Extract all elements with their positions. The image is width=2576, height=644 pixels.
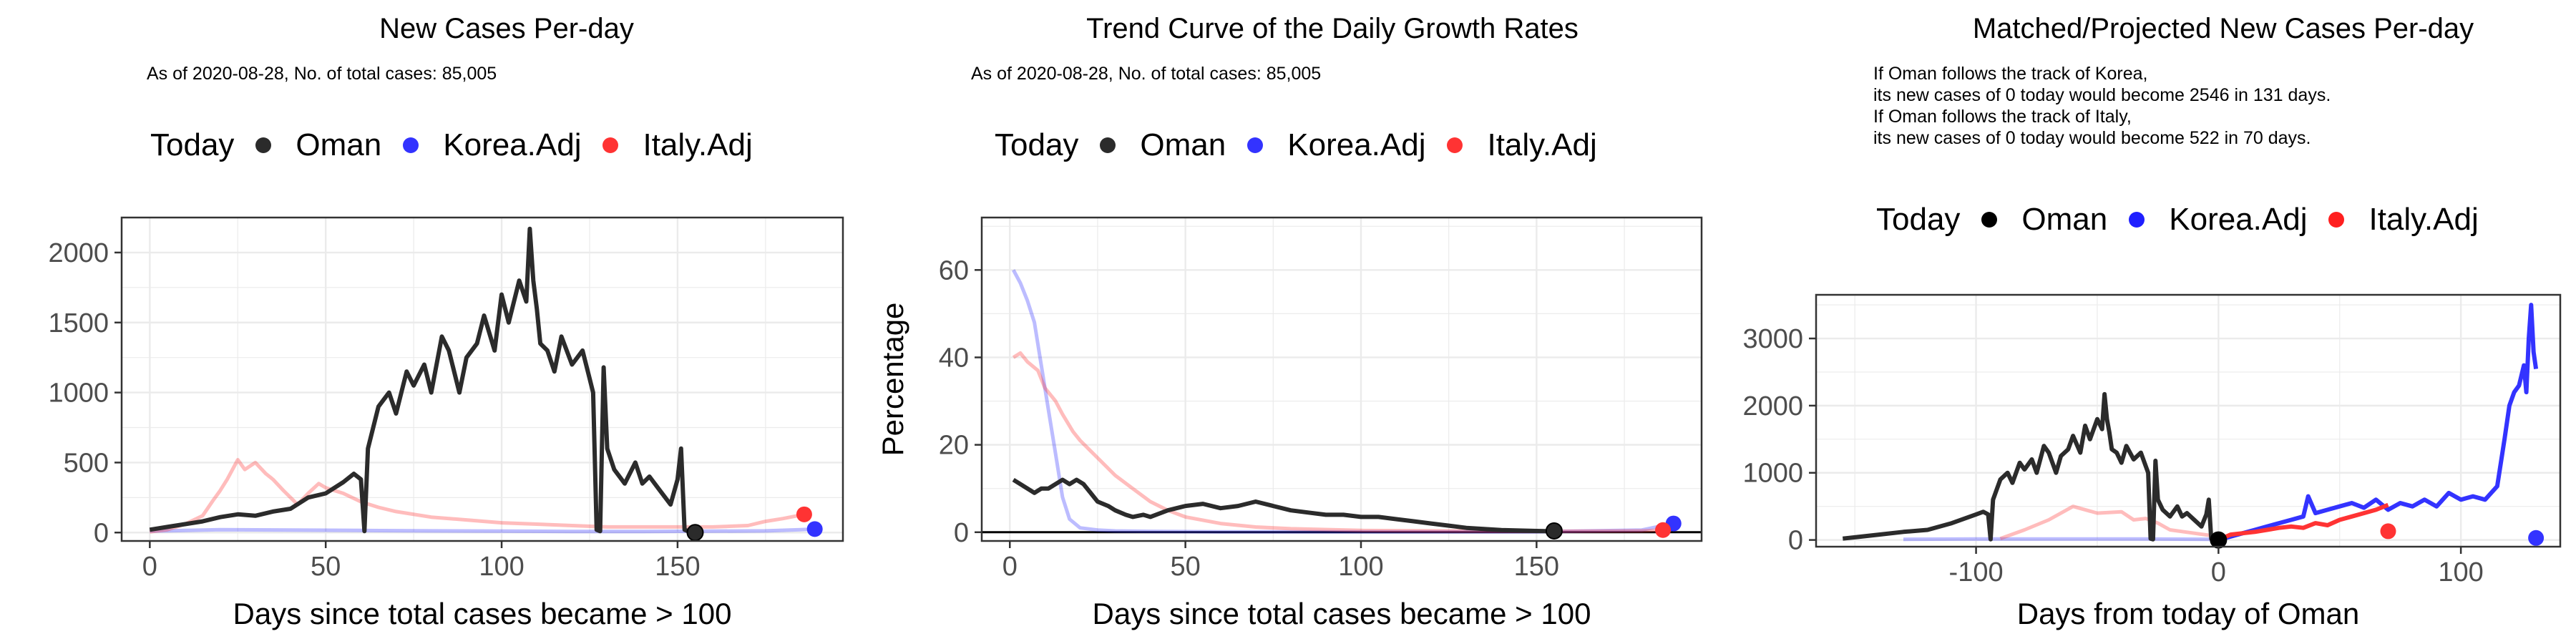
series-line-italy-adj-reference: [1999, 504, 2219, 541]
plot-border: [1815, 293, 2562, 548]
legend-label-italy: Italy.Adj: [643, 127, 753, 162]
series-line-italy-adj-projected: [2218, 502, 2389, 542]
chart-subtitle-line-3: If Oman follows the track of Italy,: [1873, 107, 2132, 127]
legend-label-oman: Oman: [1140, 127, 1226, 162]
series-line-korea-adj-reference: [150, 527, 815, 534]
chart-plot: 0 50 100 150 0 20 40 60 Days since total cases b…: [876, 216, 1703, 630]
y-tick-label: 0: [94, 518, 109, 548]
legend-key-korea: [1247, 137, 1264, 153]
chart-legend: Today Oman Korea.Adj Italy.Adj: [150, 127, 753, 163]
x-tick-label: 50: [311, 552, 341, 582]
y-tick-label: 1000: [1742, 459, 1803, 489]
legend-label-korea: Korea.Adj: [2169, 202, 2308, 237]
x-tick-label: 150: [655, 552, 700, 582]
legend-key-oman: [1100, 137, 1116, 153]
series-line-oman: [149, 226, 696, 535]
today-point-korea-adj: [2528, 530, 2545, 546]
today-point-italy-adj: [2380, 523, 2396, 540]
plot-background: [1816, 295, 2560, 547]
legend-title: Today: [1876, 202, 1961, 237]
y-tick-label: 0: [1788, 526, 1803, 556]
legend-label-italy: Italy.Adj: [2368, 202, 2479, 237]
chart-subtitle-line-2: its new cases of 0 today would become 25…: [1873, 85, 2331, 105]
y-tick-label: 0: [954, 518, 969, 548]
legend-key-italy: [1447, 137, 1463, 153]
today-point-korea-adj: [806, 521, 823, 537]
plot-background: [122, 218, 843, 541]
series-line-oman: [1012, 477, 1554, 534]
plot-background: [982, 218, 1702, 541]
legend-key-italy: [602, 137, 619, 153]
today-point-italy-adj: [1655, 522, 1672, 538]
chart-subtitle: As of 2020-08-28, No. of total cases: 85…: [971, 64, 1322, 84]
x-tick-label: 0: [2211, 557, 2226, 587]
legend-label-oman: Oman: [296, 127, 382, 162]
today-point-oman: [2210, 531, 2228, 549]
series-line-korea-adj-projected: [2218, 303, 2539, 542]
x-tick-label: 100: [479, 552, 524, 582]
y-tick-label: 1000: [48, 379, 109, 409]
y-tick-label: 3000: [1742, 324, 1803, 354]
y-tick-label: 60: [939, 255, 969, 286]
legend-key-oman: [255, 137, 272, 153]
y-tick-label: 2000: [48, 238, 109, 268]
today-point-oman: [686, 524, 704, 542]
x-axis-label: Days from today of Oman: [2017, 597, 2360, 630]
legend-title: Today: [150, 127, 235, 162]
x-axis-label: Days since total cases became > 100: [1093, 597, 1591, 630]
series-line-italy-adj-reference: [1012, 351, 1664, 534]
x-tick-label: 100: [2438, 557, 2483, 587]
y-tick-label: 40: [939, 343, 969, 373]
legend-key-korea: [403, 137, 419, 153]
legend-label-italy: Italy.Adj: [1487, 127, 1597, 162]
chart-title: Matched/Projected New Cases Per-day: [1972, 13, 2474, 44]
chart-legend: Today Oman Korea.Adj Italy.Adj: [1876, 202, 2479, 238]
legend-label-korea: Korea.Adj: [443, 127, 582, 162]
legend-key-korea: [2129, 212, 2145, 228]
x-tick-label: 100: [1338, 552, 1383, 582]
chart-subtitle-line-4: its new cases of 0 today would become 52…: [1873, 128, 2311, 148]
chart-legend: Today Oman Korea.Adj Italy.Adj: [995, 127, 1597, 163]
y-tick-label: 500: [64, 448, 109, 478]
x-tick-label: 0: [1002, 552, 1018, 582]
x-tick-label: 50: [1170, 552, 1200, 582]
legend-label-oman: Oman: [2021, 202, 2108, 237]
x-tick-label: -100: [1949, 557, 2004, 587]
x-axis-label: Days since total cases became > 100: [233, 597, 732, 630]
chart-panel-projected: Matched/Projected New Cases Per-day If O…: [1717, 0, 2576, 644]
plot-border: [980, 216, 1703, 542]
chart-panel-growth-rates: Trend Curve of the Daily Growth Rates As…: [859, 0, 1717, 644]
today-point-oman: [1545, 522, 1563, 540]
y-tick-label: 20: [939, 431, 969, 461]
y-axis-label: Percentage: [876, 303, 909, 457]
y-tick-label: 2000: [1742, 391, 1803, 421]
legend-key-italy: [2328, 212, 2345, 228]
chart-panel-new-cases: New Cases Per-day As of 2020-08-28, No. …: [0, 0, 859, 644]
chart-title: Trend Curve of the Daily Growth Rates: [1086, 13, 1579, 44]
chart-subtitle: As of 2020-08-28, No. of total cases: 85…: [147, 64, 497, 84]
series-line-korea-adj-reference: [1903, 537, 2219, 542]
chart-subtitle-line-1: If Oman follows the track of Korea,: [1873, 64, 2148, 84]
legend-key-oman: [1981, 212, 1998, 228]
chart-title: New Cases Per-day: [379, 13, 634, 44]
x-tick-label: 150: [1514, 552, 1559, 582]
legend-title: Today: [995, 127, 1079, 162]
plot-border: [120, 216, 844, 542]
series-line-oman: [1842, 391, 2219, 542]
x-tick-label: 0: [142, 552, 157, 582]
y-tick-label: 1500: [48, 308, 109, 338]
legend-label-korea: Korea.Adj: [1287, 127, 1426, 162]
today-point-italy-adj: [796, 506, 812, 522]
